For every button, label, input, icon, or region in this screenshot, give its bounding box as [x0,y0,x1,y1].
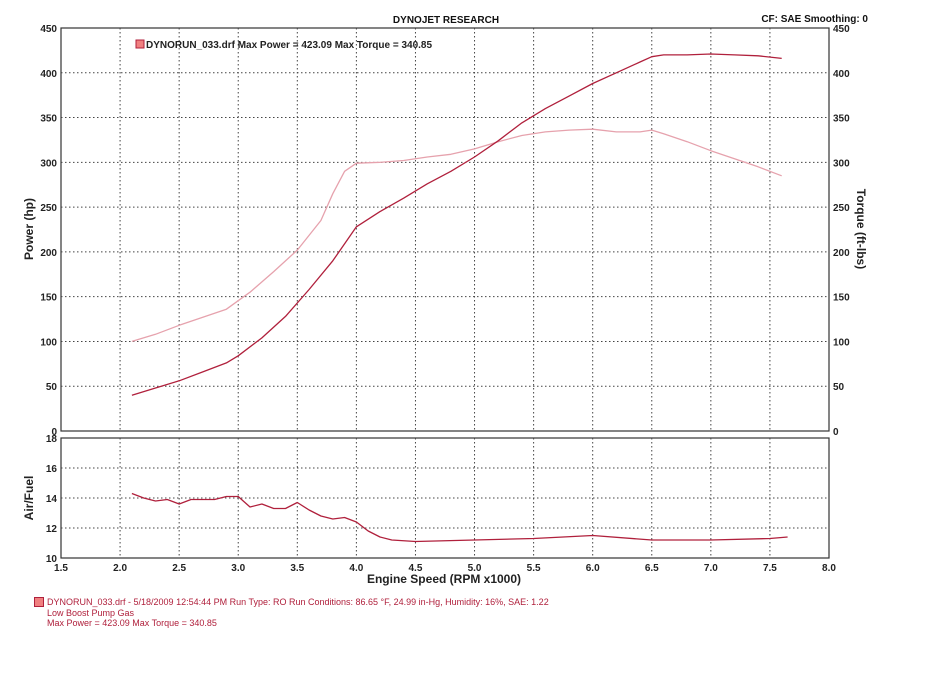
y-tick-label-afr: 14 [46,494,58,505]
power-panel-frame [60,27,830,432]
x-tick-label: 8.0 [822,563,836,574]
x-tick-label: 7.0 [704,563,718,574]
x-tick-label: 4.5 [409,563,423,574]
y-tick-label-afr: 10 [46,554,58,565]
y-tick-label-power: 0 [51,427,57,438]
y-tick-label-afr: 16 [46,464,58,475]
y-tick-label-power: 400 [40,69,57,80]
footer-run-notes: Low Boost Pump Gas [47,608,135,618]
y-tick-label-power: 300 [40,158,57,169]
x-tick-label: 6.0 [586,563,600,574]
x-tick-label: 3.0 [231,563,245,574]
x-tick-label: 5.0 [468,563,482,574]
x-axis-label: Engine Speed (RPM x1000) [367,572,521,586]
footer-max-values: Max Power = 423.09 Max Torque = 340.85 [47,618,217,628]
series-line-power [131,53,782,396]
y-tick-label-torque: 200 [833,248,850,259]
y-tick-label-torque: 400 [833,69,850,80]
y-tick-label-power: 250 [40,203,57,214]
y-tick-label-afr: 18 [46,434,58,445]
series-line-afr [131,492,788,543]
x-tick-label: 2.0 [113,563,127,574]
x-tick-label: 2.5 [172,563,186,574]
y-tick-label-torque: 100 [833,337,850,348]
legend-swatch [135,39,145,49]
y-tick-label-power: 350 [40,114,57,125]
y-tick-label-power: 200 [40,248,57,259]
x-tick-label: 6.5 [645,563,659,574]
y-tick-label-afr: 12 [46,524,58,535]
y-tick-label-power: 150 [40,293,57,304]
y-tick-label-torque: 50 [833,382,845,393]
series-line-torque [131,128,782,343]
legend-label: DYNORUN_033.drf Max Power = 423.09 Max T… [146,40,432,51]
footer-run-swatch [34,597,44,607]
y-axis-label-afr: Air/Fuel [22,476,36,521]
x-tick-label: 3.5 [290,563,304,574]
y-tick-label-power: 50 [46,382,58,393]
y-tick-label-torque: 150 [833,293,850,304]
tick-layer: 0 50 100 150 200 250 300 350 400 450 0 50 100 150 200 2… [40,24,850,574]
chart-title: DYNOJET RESEARCH [393,15,499,26]
x-tick-label: 4.0 [349,563,363,574]
footer-run-info: DYNORUN_033.drf - 5/18/2009 12:54:44 PM … [47,597,549,607]
y-axis-label-torque: Torque (ft-lbs) [854,189,868,269]
y-tick-label-torque: 300 [833,158,850,169]
y-tick-label-torque: 450 [833,24,850,35]
y-tick-label-torque: 250 [833,203,850,214]
chart-settings-label: CF: SAE Smoothing: 0 [761,14,868,25]
y-tick-label-power: 450 [40,24,57,35]
x-tick-label: 5.5 [527,563,541,574]
y-tick-label-torque: 0 [833,427,839,438]
x-tick-label: 1.5 [54,563,68,574]
y-axis-label-power: Power (hp) [22,198,36,260]
y-tick-label-power: 100 [40,337,57,348]
y-tick-label-torque: 350 [833,114,850,125]
grid-layer [61,28,829,558]
x-tick-label: 7.5 [763,563,777,574]
series-layer [131,53,788,543]
